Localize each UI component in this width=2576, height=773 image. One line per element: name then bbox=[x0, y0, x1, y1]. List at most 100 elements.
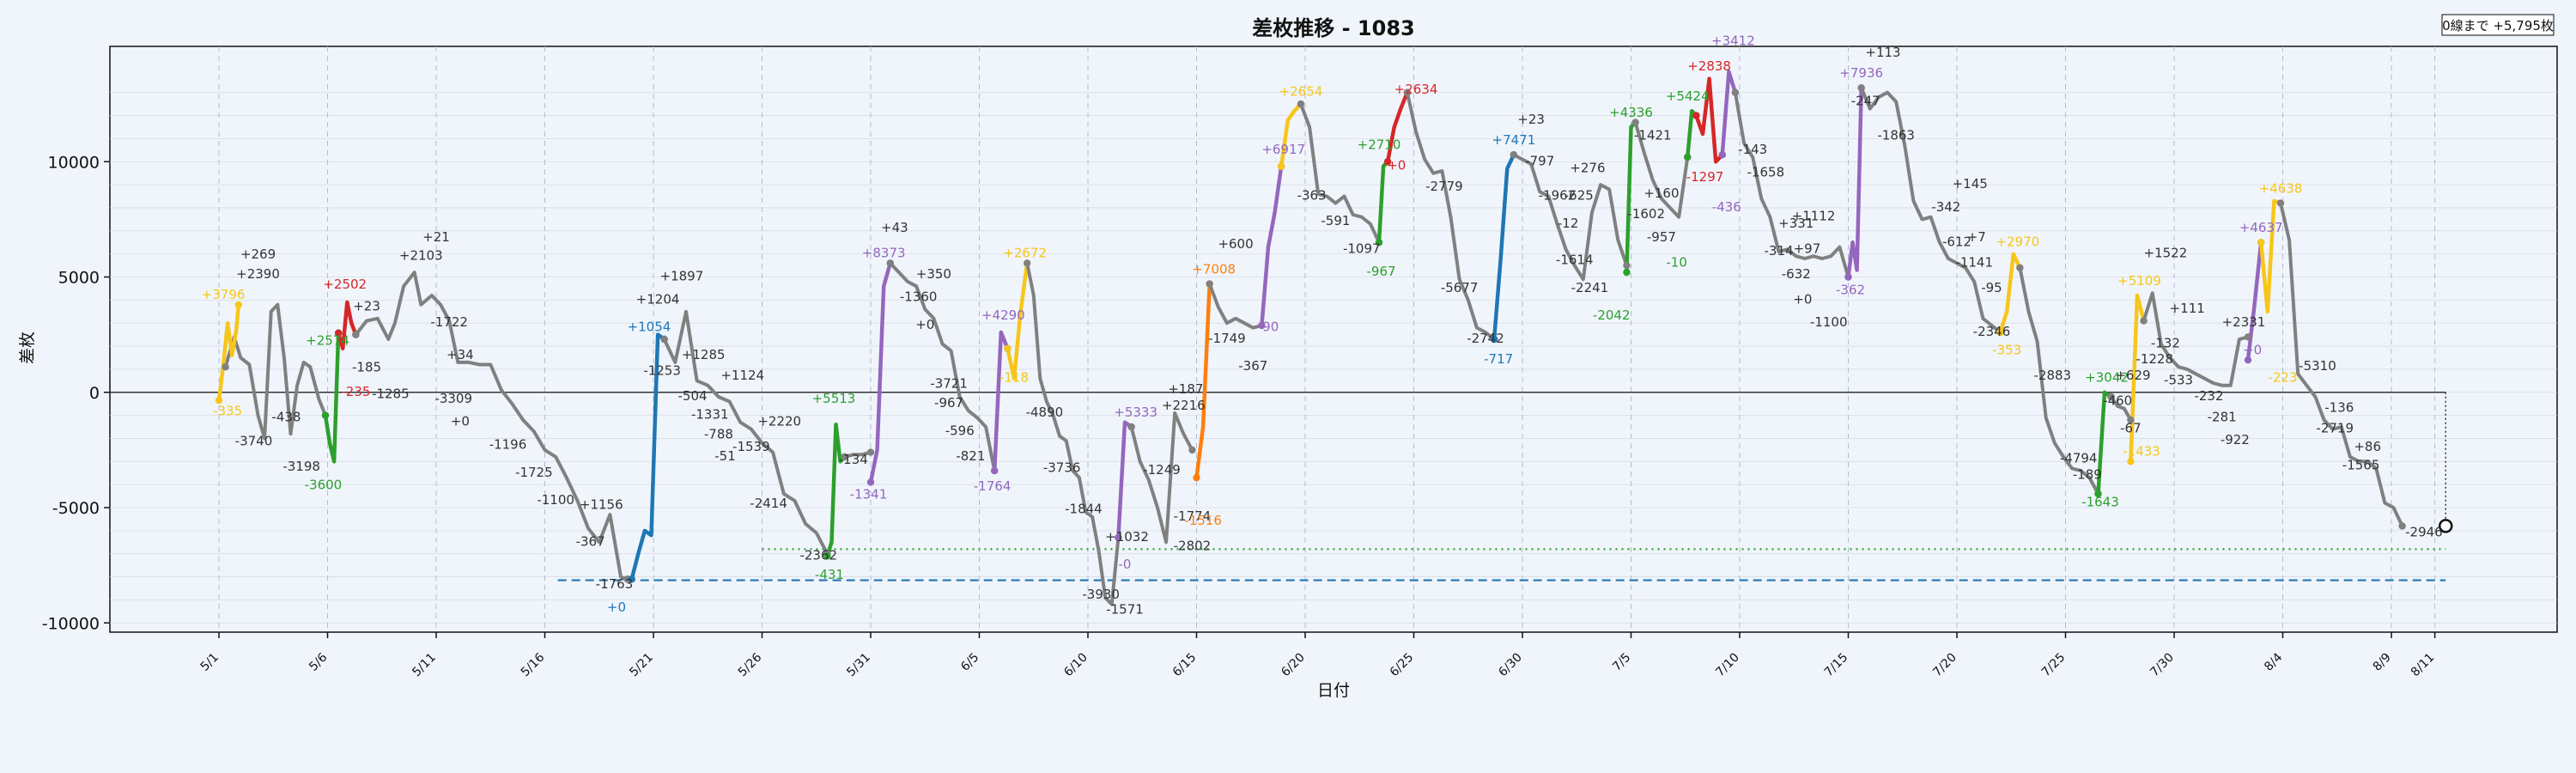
data-label: -1196 bbox=[489, 437, 527, 453]
series-line-30 bbox=[1720, 70, 1738, 157]
data-label: -632 bbox=[1782, 266, 1811, 282]
data-label: -1614 bbox=[1556, 253, 1594, 268]
data-label: -281 bbox=[2208, 409, 2237, 424]
y-tick-label: -5000 bbox=[52, 499, 100, 518]
x-ticks: 5/1 5/6 5/11 5/16 5/21 5/26 5/31 6/5 6/10 6/15 6/2… bbox=[198, 632, 2438, 680]
data-label: +34 bbox=[447, 347, 474, 362]
data-label: -2414 bbox=[750, 496, 787, 511]
series-point-31-0 bbox=[1731, 88, 1740, 96]
series-line-25 bbox=[1511, 153, 1629, 282]
series-point-12-0 bbox=[1004, 344, 1012, 352]
series-point-29-0 bbox=[1692, 112, 1700, 119]
data-label: -1539 bbox=[732, 439, 770, 454]
x-tick-label: 6/5 bbox=[958, 651, 981, 674]
data-label: -1421 bbox=[1634, 128, 1672, 143]
data-label: -367 bbox=[1238, 358, 1267, 374]
data-label: -5310 bbox=[2299, 358, 2336, 374]
data-label: -223 bbox=[2268, 370, 2297, 386]
data-label: +43 bbox=[881, 220, 908, 235]
data-label: +2672 bbox=[1003, 246, 1047, 261]
data-label: -1571 bbox=[1106, 602, 1144, 618]
x-tick-label: 7/10 bbox=[1713, 651, 1742, 680]
data-label: -1658 bbox=[1747, 165, 1785, 180]
data-label: +5424 bbox=[1666, 88, 1710, 104]
annotations-group: +3796 -335 +269 +2390 -3740 -438 -3198 -3600 +25… bbox=[202, 33, 2443, 618]
series-point-9-0 bbox=[866, 478, 875, 486]
x-tick-label: 8/11 bbox=[2409, 651, 2438, 680]
x-tick-label: 6/10 bbox=[1061, 651, 1091, 680]
data-label: +2710 bbox=[1358, 137, 1401, 152]
series-line-29 bbox=[1694, 76, 1725, 164]
series-line-12 bbox=[1005, 261, 1030, 380]
series-line-16 bbox=[1194, 282, 1212, 480]
series-point-34-0 bbox=[1996, 328, 2004, 337]
data-label: -1565 bbox=[2342, 458, 2380, 473]
series-point-0-0 bbox=[222, 363, 229, 371]
data-label: +8373 bbox=[862, 246, 906, 261]
series-point-25-0 bbox=[1510, 150, 1518, 159]
data-label: -922 bbox=[2221, 432, 2250, 447]
series-point-32-0 bbox=[1844, 273, 1852, 281]
series-point-38-0 bbox=[2127, 458, 2135, 466]
data-label: -1844 bbox=[1065, 502, 1103, 517]
data-label: -2883 bbox=[2034, 368, 2072, 383]
x-tick-label: 7/15 bbox=[1822, 651, 1851, 680]
data-label: -1602 bbox=[1627, 206, 1665, 222]
data-label: -3930 bbox=[1082, 587, 1120, 602]
data-label: +7008 bbox=[1192, 261, 1236, 277]
data-label: +0 bbox=[915, 317, 934, 332]
data-label: +4290 bbox=[981, 307, 1025, 323]
data-label: -1331 bbox=[691, 407, 729, 423]
series-line-7 bbox=[825, 423, 847, 558]
data-label: +7 bbox=[1967, 229, 1986, 245]
data-label: -1433 bbox=[2123, 444, 2160, 460]
data-label: +0 bbox=[1793, 291, 1812, 307]
data-label: +4336 bbox=[1609, 105, 1653, 120]
data-label: -95 bbox=[1981, 280, 2002, 295]
data-label: -821 bbox=[956, 448, 985, 464]
data-label: +111 bbox=[2170, 301, 2205, 316]
data-label: -67 bbox=[2120, 421, 2142, 436]
data-label: -1725 bbox=[515, 465, 553, 480]
data-label: -3736 bbox=[1043, 460, 1081, 475]
x-tick-label: 5/16 bbox=[519, 650, 548, 679]
data-label: -2362 bbox=[799, 547, 837, 563]
y-tick-label: 0 bbox=[89, 384, 100, 403]
data-label: -2042 bbox=[1593, 307, 1631, 323]
series-point-25-1 bbox=[1623, 261, 1631, 270]
data-label: -797 bbox=[1525, 153, 1554, 168]
data-label: -1749 bbox=[1208, 331, 1246, 346]
series-line-4 bbox=[354, 271, 629, 581]
data-label: +7471 bbox=[1492, 132, 1536, 148]
data-label: -335 bbox=[213, 404, 242, 419]
series-line-22 bbox=[1385, 90, 1410, 164]
data-label: +3042 bbox=[2085, 370, 2129, 386]
series-point-33-0 bbox=[1857, 84, 1865, 92]
series-line-31 bbox=[1733, 90, 1850, 279]
data-label: +350 bbox=[916, 266, 951, 282]
series-line-0 bbox=[223, 302, 327, 441]
series-line-19 bbox=[1279, 101, 1303, 168]
series-point-6-0 bbox=[660, 335, 668, 344]
x-tick-label: 7/20 bbox=[1930, 651, 1959, 680]
data-label: +0 bbox=[607, 600, 626, 615]
data-label: +6917 bbox=[1261, 142, 1305, 157]
data-label: -51 bbox=[714, 448, 736, 464]
x-tick-label: 8/9 bbox=[2371, 651, 2394, 674]
data-label: -1341 bbox=[850, 486, 888, 502]
data-label: -0 bbox=[1119, 557, 1132, 572]
series-line-6 bbox=[662, 309, 829, 556]
series-line-9 bbox=[868, 261, 893, 484]
markers-group bbox=[215, 84, 2453, 583]
data-label: +187 bbox=[1168, 381, 1203, 397]
data-label: -2946 bbox=[2405, 525, 2443, 540]
series-point-7-0 bbox=[823, 552, 831, 560]
data-label: +23 bbox=[353, 298, 380, 313]
series-point-4-0 bbox=[352, 331, 360, 338]
data-label: -132 bbox=[2151, 335, 2180, 350]
data-label: -3600 bbox=[305, 478, 343, 493]
data-label: +97 bbox=[1794, 240, 1821, 256]
series-line-35 bbox=[2018, 265, 2100, 496]
